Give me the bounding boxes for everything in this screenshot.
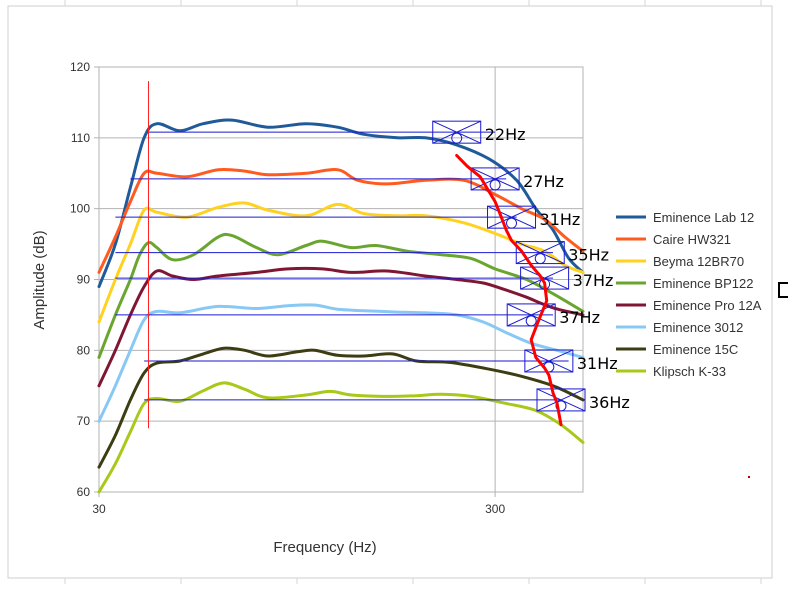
y-tick-label: 90 (77, 273, 91, 287)
legend-label: Beyma 12BR70 (653, 254, 744, 269)
y-tick-label: 60 (77, 485, 91, 499)
series-line (97, 118, 585, 289)
reference-marker-circle (506, 217, 518, 229)
cutoff-frequency-label: 22Hz (485, 125, 526, 144)
red-trace-line (455, 154, 563, 427)
reference-marker-circle (489, 179, 501, 191)
reference-marker-cross (506, 303, 556, 327)
cutoff-frequency-label: 37Hz (559, 308, 600, 327)
reference-marker-circle (534, 253, 546, 265)
legend-label: Eminence BP122 (653, 276, 753, 291)
legend-label: Eminence 15C (653, 342, 738, 357)
reference-marker-circle (525, 315, 537, 327)
reference-marker-cross (432, 120, 481, 144)
cutoff-frequency-label: 31Hz (540, 210, 581, 229)
x-tick-labels: 30 300 (92, 502, 505, 516)
resize-handle[interactable] (778, 282, 788, 298)
cutoff-frequency-label: 36Hz (589, 393, 630, 412)
cutoff-frequency-label: 35Hz (568, 246, 609, 265)
legend-label: Caire HW321 (653, 232, 731, 247)
reference-marker-cross (470, 167, 520, 191)
reference-marker-cross (516, 241, 565, 265)
x-tick-label: 30 (92, 502, 106, 516)
legend-label: Eminence 3012 (653, 320, 743, 335)
cutoff-frequency-label: 37Hz (573, 271, 614, 290)
y-tick-label: 70 (77, 414, 91, 428)
x-axis-label: Frequency (Hz) (273, 539, 376, 556)
reference-lines: 22Hz 27Hz 31Hz 35Hz 37Hz 37Hz 31Hz 36Hz (115, 120, 630, 412)
series-line (97, 232, 585, 359)
series-line (97, 346, 585, 469)
reference-marker-cross (520, 266, 569, 290)
y-axis-label: Amplitude (dB) (31, 230, 48, 329)
cutoff-frequency-label: 31Hz (577, 354, 618, 373)
reference-marker-cross (487, 205, 536, 229)
y-tick-labels: 60 70 80 90 100 110 120 (70, 60, 90, 499)
legend: Eminence Lab 12 Caire HW321 Beyma 12BR70 Em… (616, 210, 762, 379)
reference-marker-cross (536, 388, 586, 412)
y-tick-label: 80 (77, 343, 91, 357)
y-tick-label: 100 (70, 202, 90, 216)
legend-label: Eminence Lab 12 (653, 210, 754, 225)
y-tick-label: 110 (71, 131, 90, 145)
y-tick-label: 120 (70, 60, 90, 74)
legend-label: Klipsch K-33 (653, 364, 726, 379)
cutoff-frequency-label: 27Hz (523, 172, 564, 191)
series-line (97, 303, 585, 423)
selection-dot (748, 476, 750, 478)
x-tick-label: 300 (485, 502, 505, 516)
reference-marker-circle (555, 400, 567, 412)
reference-marker-cross (524, 349, 574, 373)
legend-label: Eminence Pro 12A (653, 298, 762, 313)
reference-marker-circle (451, 132, 463, 144)
series-line (97, 167, 585, 274)
series-lines (97, 118, 585, 494)
series-line (97, 266, 585, 388)
